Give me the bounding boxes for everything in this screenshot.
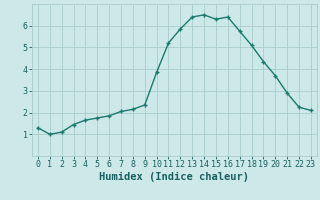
- X-axis label: Humidex (Indice chaleur): Humidex (Indice chaleur): [100, 172, 249, 182]
